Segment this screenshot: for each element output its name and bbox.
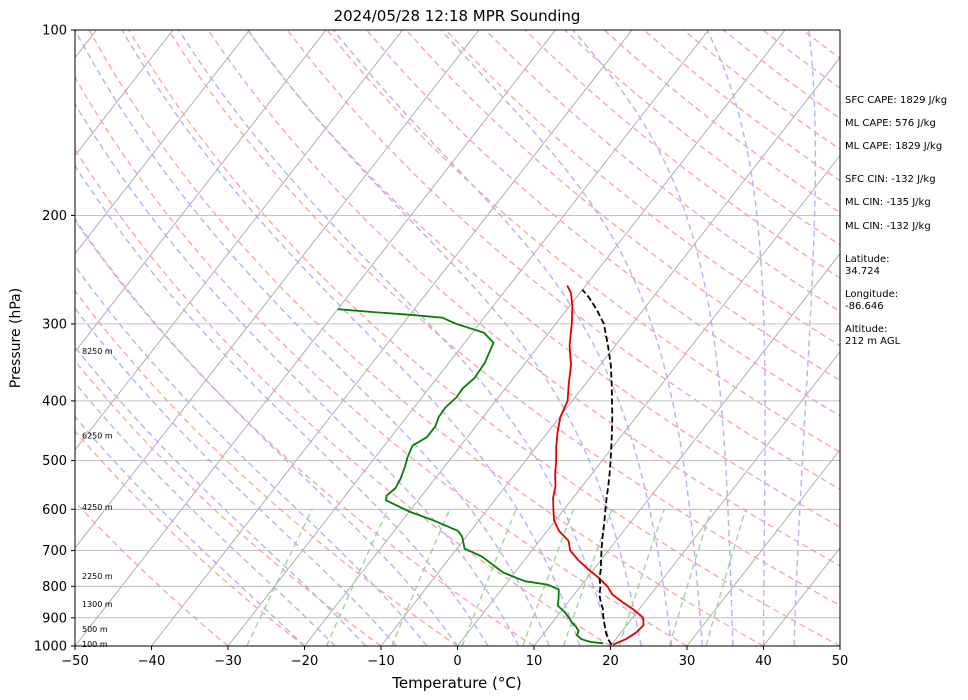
y-tick-label: 800 [42,580,67,595]
moist-adiabat-line [75,30,550,646]
moist-adiabat-line [75,164,489,646]
y-tick-label: 1000 [34,640,67,655]
side-panel-ml-cin-1: ML CIN: -135 J/kg [845,197,931,208]
height-label: 2250 m [82,572,113,581]
temperature-line [552,285,645,646]
chart-title: 2024/05/28 12:18 MPR Sounding [334,7,581,25]
isotherm-line [304,30,786,646]
moist-adiabat-line [440,30,703,646]
isotherm-line [75,30,174,157]
x-tick-label: −30 [214,654,241,669]
x-tick-label: 0 [453,654,461,669]
x-tick-label: 40 [755,654,772,669]
parcel-line [581,289,614,646]
moist-adiabat-line [706,30,766,646]
side-panel-sfc-cin: SFC CIN: -132 J/kg [845,174,936,185]
x-axis-label: Temperature (°C) [391,674,521,692]
dry-adiabat-line [326,30,840,454]
isotherm-line [533,253,840,646]
side-panel-ml-cape-2: ML CAPE: 1829 J/kg [845,141,942,152]
side-panel-alt-value: 212 m AGL [845,336,901,347]
side-panel-ml-cape-1: ML CAPE: 576 J/kg [845,118,936,129]
y-axis: 1000 900 800 700 600 500 400 300 200 100 [34,24,75,655]
isotherm-line [686,449,840,646]
height-label: 6250 m [82,431,113,440]
isotherm-line [75,30,556,646]
moist-adiabat-line [793,30,817,646]
x-axis: −50 −40 −30 −20 −10 0 10 20 30 40 50 [61,646,848,669]
dry-adiabat-line [247,30,840,528]
height-label: 100 m [82,640,108,649]
x-tick-label: −50 [61,654,88,669]
moist-adiabat-line [75,102,520,646]
dry-adiabat-line [75,148,611,646]
dry-adiabat-line [75,430,305,646]
dry-adiabat-line [207,30,840,567]
x-tick-label: −20 [291,654,318,669]
y-tick-label: 400 [42,394,67,409]
dry-adiabat-line [485,30,840,313]
dry-adiabat-line [128,30,840,646]
moist-adiabat-line [75,415,305,646]
moist-adiabat-line [75,345,367,646]
height-labels: 8250 m 6250 m 4250 m 2250 m 1300 m 500 m 100 m [82,347,113,649]
isotherm-line [75,30,250,255]
dry-adiabat-line [75,289,458,646]
side-panel-ml-cin-2: ML CIN: -132 J/kg [845,221,931,232]
height-label: 500 m [82,625,108,634]
x-tick-label: 10 [526,654,543,669]
y-tick-label: 300 [42,317,67,332]
side-panel-sfc-cape: SFC CAPE: 1829 J/kg [845,95,947,106]
dewpoint-line [337,308,604,645]
moist-adiabat-line [121,30,581,646]
side-panel-alt-label: Altitude: [845,324,887,335]
side-panel-lat-value: 34.724 [845,266,880,277]
y-axis-label: Pressure (hPa) [8,288,24,388]
moist-adiabat-line [75,381,336,646]
y-tick-label: 100 [42,24,67,39]
x-tick-label: 50 [832,654,849,669]
isotherm-line [75,30,327,353]
dry-adiabat-line [88,30,764,646]
x-tick-label: 20 [602,654,619,669]
side-panel-lon-value: -86.646 [845,301,884,312]
y-tick-label: 900 [42,611,67,626]
y-tick-label: 200 [42,209,67,224]
profile-series [337,285,645,646]
dry-adiabat-line [286,30,840,491]
y-tick-label: 600 [42,503,67,518]
isotherm-line [75,30,403,451]
background-lines [75,30,840,646]
dry-adiabat-line [445,30,840,347]
x-tick-label: 30 [679,654,696,669]
isotherm-line [610,351,840,646]
dry-adiabat-line [524,30,840,279]
moist-adiabat-line [332,30,673,646]
isotherm-line [227,30,709,646]
dry-adiabat-line [75,219,535,646]
height-label: 8250 m [82,347,113,356]
side-panel-lat-label: Latitude: [845,254,890,265]
isotherm-line [75,30,480,549]
x-tick-label: −10 [367,654,394,669]
moist-adiabat-line [75,264,428,646]
mixing-ratio-line [246,508,313,646]
y-tick-label: 700 [42,544,67,559]
height-label: 1300 m [82,600,113,609]
moist-adiabat-line [247,30,642,646]
y-tick-label: 500 [42,454,67,469]
isotherm-line [380,56,840,646]
x-tick-label: −40 [138,654,165,669]
sounding-parameters-panel: SFC CAPE: 1829 J/kg ML CAPE: 576 J/kg ML C… [845,95,947,347]
dry-adiabat-line [167,30,840,607]
moist-adiabat-line [572,30,734,646]
dry-adiabat-line [75,75,688,646]
side-panel-lon-label: Longitude: [845,289,898,300]
moist-adiabat-line [75,217,459,646]
height-label: 4250 m [82,503,113,512]
moist-adiabat-line [178,30,612,646]
